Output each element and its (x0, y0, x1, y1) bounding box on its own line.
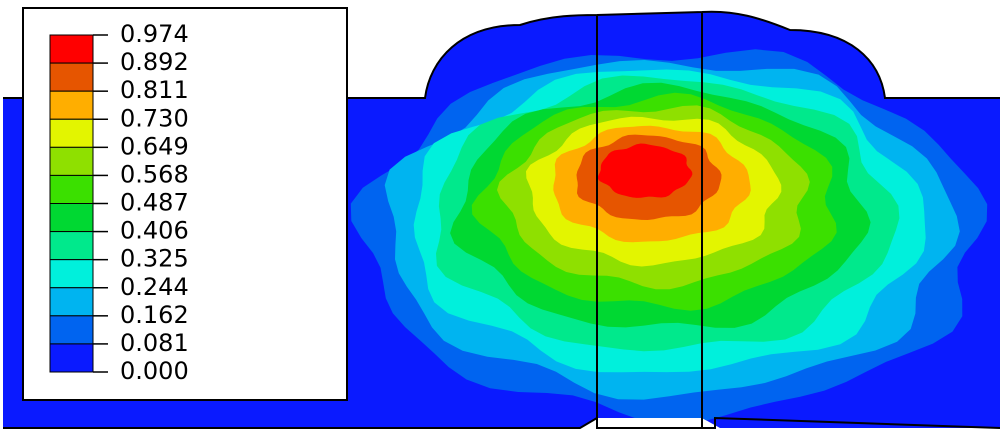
legend-swatch (49, 259, 94, 289)
legend-label: 0.730 (120, 104, 189, 132)
legend-swatch (49, 231, 94, 261)
legend-label: 0.974 (120, 20, 189, 48)
legend: 0.9740.8920.8110.7300.6490.5680.4870.406… (49, 20, 189, 385)
contour-band (597, 143, 693, 198)
legend-swatch (49, 203, 94, 233)
legend-label: 0.811 (120, 76, 189, 104)
part-outline (3, 10, 1000, 99)
legend-label: 0.487 (120, 189, 189, 217)
legend-label: 0.000 (120, 357, 189, 385)
legend-swatch (49, 287, 94, 317)
legend-label: 0.162 (120, 301, 189, 329)
legend-label: 0.081 (120, 329, 189, 357)
legend-swatch (49, 118, 94, 148)
legend-swatch (49, 343, 94, 373)
legend-swatch (49, 34, 94, 64)
legend-label: 0.568 (120, 160, 189, 188)
legend-swatch (49, 174, 94, 205)
legend-label: 0.892 (120, 48, 189, 76)
legend-swatch (49, 62, 94, 92)
legend-label: 0.649 (120, 132, 189, 160)
legend-swatch (49, 315, 94, 345)
legend-label: 0.244 (120, 273, 189, 301)
legend-swatch (49, 90, 94, 120)
legend-label: 0.325 (120, 245, 189, 273)
legend-swatch (49, 146, 94, 176)
legend-label: 0.406 (120, 217, 189, 245)
